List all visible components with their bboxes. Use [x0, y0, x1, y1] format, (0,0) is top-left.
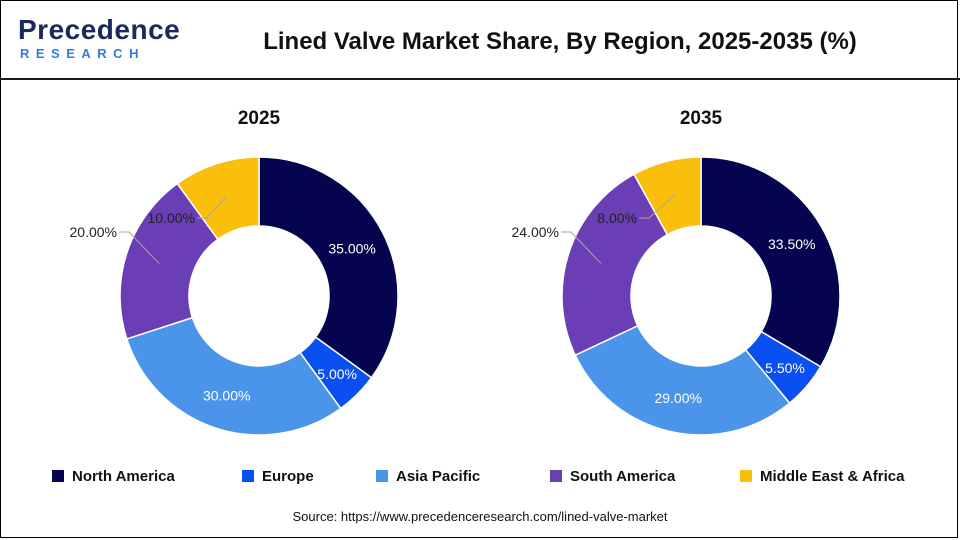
legend-swatch: [242, 470, 254, 482]
leader-line: [639, 193, 676, 219]
company-logo: Precedence RESEARCH: [18, 14, 180, 64]
leader-line: [119, 231, 160, 264]
data-label: 24.00%: [512, 224, 559, 240]
donut-title: 2035: [680, 108, 723, 129]
data-label: 33.50%: [768, 236, 815, 252]
slice-asia-pacific: [574, 324, 791, 436]
legend-swatch: [52, 470, 64, 482]
slice-middle-east-africa: [176, 156, 260, 241]
data-label: 5.50%: [765, 360, 805, 376]
data-label: 30.00%: [203, 387, 250, 403]
donut-chart-2025: 2025 35.00% 5.00% 30.00% 20.00% 10.00%: [70, 108, 399, 436]
logo-brand: Precedence: [18, 14, 181, 45]
donut-charts: 2025 35.00% 5.00% 30.00% 20.00% 10.00% 2035 33.…: [70, 108, 841, 436]
chart-title: Lined Valve Market Share, By Region, 202…: [263, 28, 857, 55]
donut-chart-2035: 2035 33.50% 5.50% 29.00% 24.00% 8.00%: [512, 108, 841, 436]
legend-swatch: [740, 470, 752, 482]
slice-north-america: [700, 156, 841, 368]
legend-item: South America: [550, 464, 675, 488]
legend-item: Asia Pacific: [376, 464, 480, 488]
legend-swatch: [376, 470, 388, 482]
legend-label: Europe: [262, 467, 314, 485]
donut-title: 2025: [238, 108, 281, 129]
logo-subtitle: RESEARCH: [20, 46, 145, 61]
legend-item: North America: [52, 464, 175, 488]
data-label: 5.00%: [317, 366, 357, 382]
slice-north-america: [258, 156, 399, 379]
legend: North America Europe Asia Pacific South Ame…: [0, 464, 960, 488]
legend-swatch: [550, 470, 562, 482]
leader-line: [561, 231, 602, 264]
slice-south-america: [561, 173, 669, 357]
legend-item: Middle East & Africa: [740, 464, 904, 488]
slice-middle-east-africa: [633, 156, 702, 236]
data-label: 8.00%: [597, 210, 637, 226]
data-label: 10.00%: [148, 210, 195, 226]
legend-label: South America: [570, 467, 676, 485]
legend-label: North America: [72, 467, 175, 485]
leader-line: [197, 195, 227, 219]
source-note: Source: https://www.precedenceresearch.c…: [292, 509, 668, 524]
data-label: 35.00%: [328, 241, 375, 257]
data-label: 29.00%: [654, 390, 701, 406]
legend-label: Asia Pacific: [396, 467, 481, 485]
header-divider: [0, 78, 960, 80]
legend-item: Europe: [242, 464, 314, 488]
legend-label: Middle East & Africa: [760, 467, 905, 485]
header: Precedence RESEARCH Lined Valve Market S…: [0, 0, 960, 80]
slice-asia-pacific: [125, 316, 342, 436]
slice-south-america: [119, 182, 219, 340]
data-label: 20.00%: [70, 224, 117, 240]
